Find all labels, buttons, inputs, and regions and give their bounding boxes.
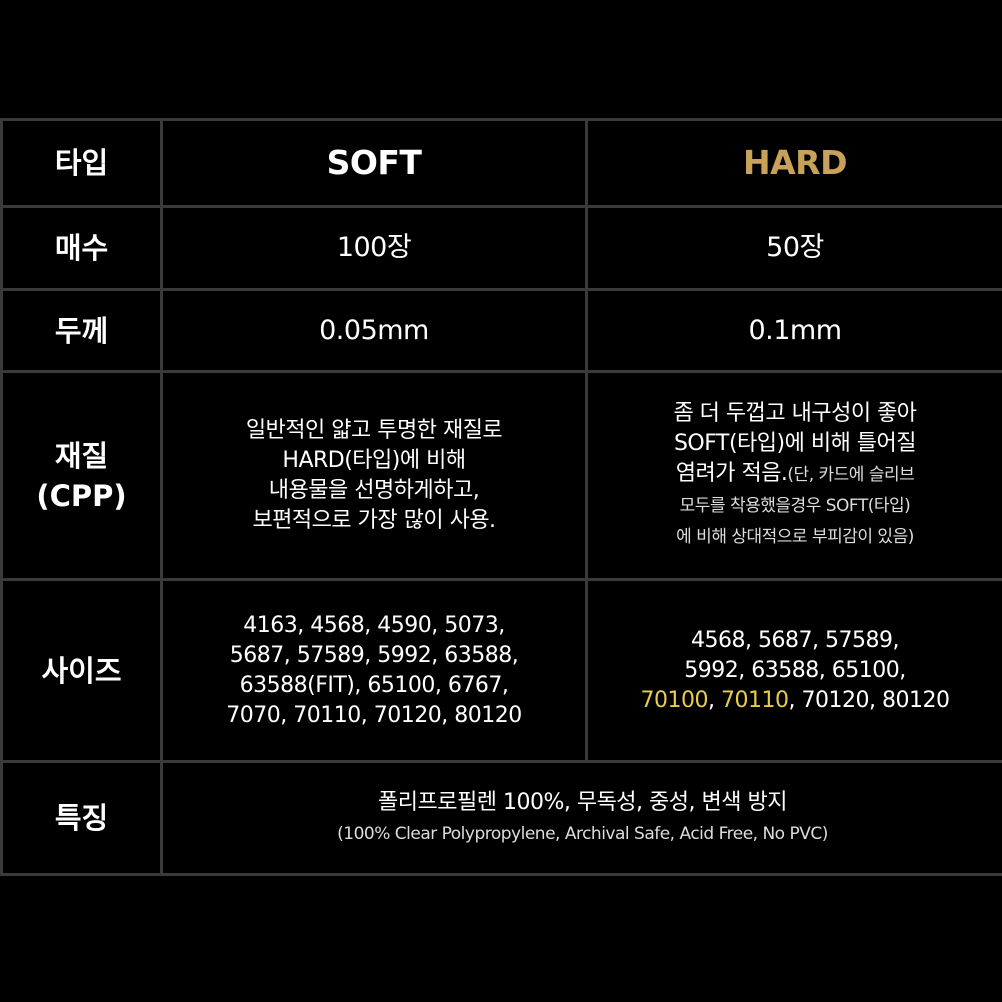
text-line: 0.1mm <box>748 314 842 346</box>
text-segment: (100% Clear Polypropylene, Archival Safe… <box>337 823 828 844</box>
row-label: 타입 <box>0 118 163 208</box>
cell: 0.05mm <box>160 288 588 373</box>
text-line: 내용물을 선명하게하고, <box>268 477 480 503</box>
text-line: 에 비해 상대적으로 부피감이 있음) <box>588 521 1002 552</box>
text-line: 4163, 4568, 4590, 5073, <box>243 612 505 638</box>
text-line: (CPP) <box>36 478 127 513</box>
text-line: 타입 <box>54 146 109 180</box>
row-label: 매수 <box>0 205 163 291</box>
text-line: 두께 <box>54 313 109 348</box>
text-line: 7070, 70110, 70120, 80120 <box>226 702 522 728</box>
text-segment: 70110 <box>721 687 789 713</box>
row-label: 재질 (CPP) <box>0 370 163 581</box>
text-segment: HARD <box>743 143 847 182</box>
text-line: HARD(타입)에 비해 <box>282 447 466 473</box>
text-line: 사이즈 <box>41 653 122 688</box>
text-line: 70100, 70110, 70120, 80120 <box>588 686 1002 716</box>
text-line: 5992, 63588, 65100, <box>684 657 906 683</box>
text-line: 5687, 57589, 5992, 63588, <box>229 642 519 668</box>
row-label: 두께 <box>0 288 163 373</box>
text-line: 100장 <box>336 232 412 263</box>
text-segment: , 70120, 80120 <box>788 687 950 713</box>
text-line: 특징 <box>54 801 109 835</box>
row-label: 사이즈 <box>0 578 163 763</box>
text-segment: 70100 <box>640 687 709 713</box>
table-row: 타입 SOFT HARD <box>0 118 1002 208</box>
text-line: 폴리프로필렌 100%, 무독성, 중성, 변색 방지 <box>378 789 787 815</box>
text-segment: SOFT <box>326 143 422 182</box>
text-segment: (단, 카드에 슬리브 <box>787 465 915 485</box>
cell: 50장 <box>585 205 1002 291</box>
text-segment: 염려가 적음. <box>675 461 788 486</box>
text-line: HARD <box>588 145 1002 181</box>
cell: HARD <box>585 118 1002 208</box>
text-segment: 에 비해 상대적으로 부피감이 있음) <box>676 527 914 547</box>
text-line: SOFT(타입)에 비해 틀어질 <box>673 431 917 456</box>
text-line: 염려가 적음.(단, 카드에 슬리브 <box>588 459 1002 490</box>
table-row: 두께 0.05mm 0.1mm <box>0 288 1002 373</box>
text-segment: , <box>708 687 722 713</box>
row-label: 특징 <box>0 760 163 876</box>
text-line: 일반적인 얇고 투명한 재질로 <box>245 417 503 443</box>
text-line: 보편적으로 가장 많이 사용. <box>252 507 496 533</box>
table-row: 매수 100장 50장 <box>0 205 1002 291</box>
cell: 4163, 4568, 4590, 5073, 5687, 57589, 5992… <box>160 578 588 763</box>
text-line: 모두를 착용했을경우 SOFT(타입) <box>588 490 1002 521</box>
cell: 0.1mm <box>585 288 1002 373</box>
text-segment: 모두를 착용했을경우 SOFT(타입) <box>679 496 911 516</box>
text-line: SOFT <box>163 145 585 181</box>
table-row: 특징 폴리프로필렌 100%, 무독성, 중성, 변색 방지 (100% Clear… <box>0 760 1002 876</box>
text-line: 좀 더 두껍고 내구성이 좋아 <box>673 401 917 426</box>
text-line: 재질 <box>54 438 109 473</box>
text-line: 4568, 5687, 57589, <box>691 627 899 653</box>
cell: 폴리프로필렌 100%, 무독성, 중성, 변색 방지 (100% Clear P… <box>160 760 1002 876</box>
table-row: 사이즈 4163, 4568, 4590, 5073, 5687, 57589, 5… <box>0 578 1002 763</box>
cell: SOFT <box>160 118 588 208</box>
text-line: 매수 <box>54 231 109 265</box>
text-line: (100% Clear Polypropylene, Archival Safe… <box>163 818 1002 849</box>
text-line: 0.05mm <box>319 314 429 346</box>
text-line: 63588(FIT), 65100, 6767, <box>239 672 509 698</box>
text-line: 50장 <box>766 232 824 263</box>
cell: 100장 <box>160 205 588 291</box>
cell: 4568, 5687, 57589, 5992, 63588, 65100, 701… <box>585 578 1002 763</box>
